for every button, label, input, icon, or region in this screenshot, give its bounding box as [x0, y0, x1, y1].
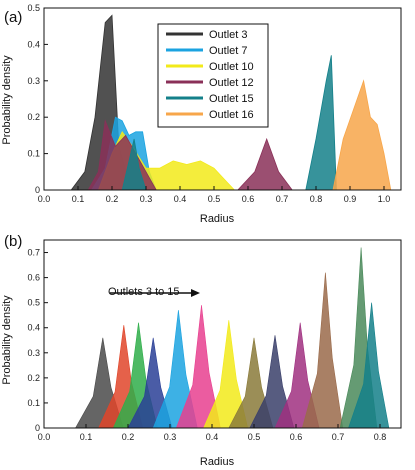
y-tick-label: 0.3: [27, 348, 40, 358]
annotation-arrow: [110, 289, 200, 297]
x-tick-label: 0.0: [38, 432, 51, 442]
y-tick-label: 0.6: [27, 273, 40, 283]
x-tick-label: 1.0: [378, 194, 391, 204]
x-tick-label: 0.8: [374, 432, 387, 442]
panel-b: (b) Probability density Radius 0.0 0.1 0.2…: [1, 233, 402, 468]
x-tick-label: 0.2: [122, 432, 135, 442]
y-tick-label: 0.5: [27, 3, 40, 13]
y-tick-label: 0: [35, 185, 40, 195]
x-tick-label: 0.9: [344, 194, 357, 204]
y-tick-label: 0.4: [27, 323, 40, 333]
panel-b-x-axis-label: Radius: [200, 456, 235, 468]
panel-a: (a) Probability density Radius 0.0 0.1 0.2…: [1, 3, 402, 225]
x-tick-label: 0.5: [248, 432, 261, 442]
panel-b-y-axis-label: Probability density: [1, 295, 13, 385]
annotation-text: Outlets 3 to 15: [108, 286, 180, 298]
x-tick-label: 0.2: [106, 194, 119, 204]
x-tick-label: 0.7: [276, 194, 289, 204]
x-tick-label: 0.8: [310, 194, 323, 204]
x-tick-label: 0.6: [290, 432, 303, 442]
series-area-outlet-6: [332, 79, 392, 191]
panel-a-legend: Outlet 3 Outlet 7 Outlet 10 Outlet 12 Outlet…: [157, 23, 269, 128]
x-tick-label: 0.0: [38, 194, 51, 204]
x-tick-label: 0.7: [332, 432, 345, 442]
panel-a-frame: [43, 7, 402, 191]
panel-b-frame: [43, 239, 402, 429]
y-tick-label: 0.7: [27, 248, 40, 258]
legend-label: Outlet 7: [209, 45, 248, 57]
y-tick-label: 0.4: [27, 39, 40, 49]
x-tick-label: 0.3: [140, 194, 153, 204]
legend-label: Outlet 16: [209, 109, 254, 121]
y-tick-label: 0.1: [27, 398, 40, 408]
panel-b-label: (b): [4, 233, 22, 250]
legend-label: Outlet 3: [209, 29, 248, 41]
panel-a-x-axis-label: Radius: [200, 213, 235, 225]
legend-label: Outlet 15: [209, 93, 254, 105]
y-tick-label: 0: [35, 423, 40, 433]
legend-label: Outlet 12: [209, 77, 254, 89]
y-tick-label: 0.1: [27, 149, 40, 159]
x-tick-label: 0.1: [72, 194, 85, 204]
x-tick-label: 0.5: [208, 194, 221, 204]
legend-box: [157, 23, 269, 128]
y-tick-label: 0.3: [27, 76, 40, 86]
x-tick-label: 0.3: [164, 432, 177, 442]
x-tick-label: 0.6: [242, 194, 255, 204]
panel-a-label: (a): [4, 9, 22, 26]
y-tick-label: 0.2: [27, 373, 40, 383]
panel-a-y-axis-label: Probability density: [1, 55, 13, 145]
x-tick-label: 0.4: [174, 194, 187, 204]
x-tick-label: 0.1: [80, 432, 93, 442]
legend-label: Outlet 10: [209, 61, 254, 73]
y-tick-label: 0.2: [27, 112, 40, 122]
x-tick-label: 0.4: [206, 432, 219, 442]
y-tick-label: 0.5: [27, 298, 40, 308]
